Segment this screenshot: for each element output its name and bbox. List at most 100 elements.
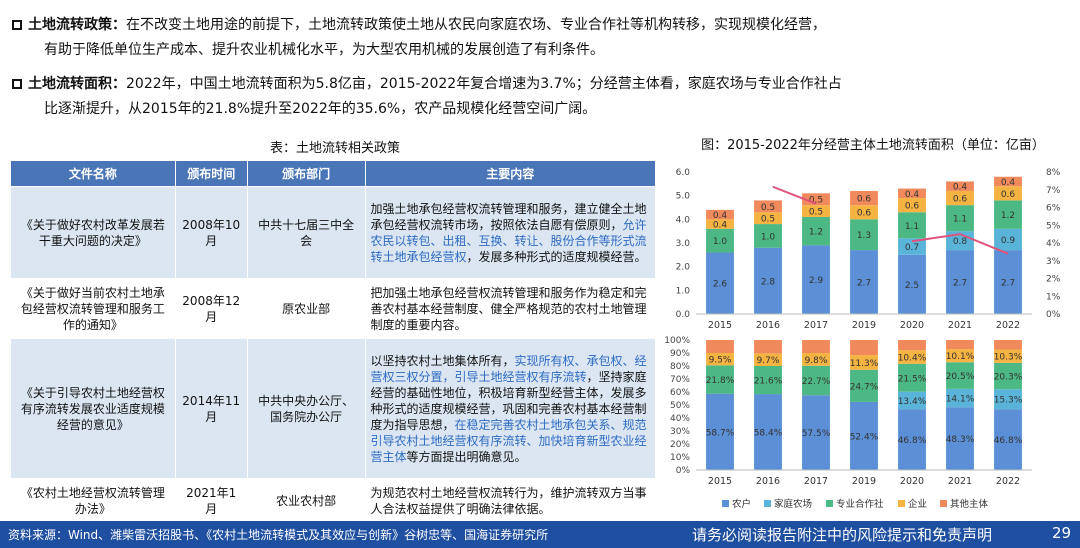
bar-segment xyxy=(802,193,830,206)
x-tick-label: 2019 xyxy=(852,320,876,331)
y2-tick-label: 8% xyxy=(1046,168,1061,178)
y2-tick-label: 5% xyxy=(1046,221,1061,231)
y-tick-label: 20% xyxy=(670,440,690,450)
policy-table: 文件名称 颁布时间 颁布部门 主要内容 《关于做好农村改革发展若干重大问题的决定… xyxy=(10,160,656,523)
data-label: 0.5 xyxy=(809,208,823,218)
bar-segment xyxy=(850,250,878,314)
bar-segment xyxy=(754,212,782,225)
data-label: 10.1% xyxy=(946,352,975,362)
table-row: 《关于做好农村改革发展若干重大问题的决定》 2008年10月 中共十七届三中全会… xyxy=(10,186,656,279)
content-highlight: 允许农民以转包、出租、互换、转让、股份合作等形式流转土地承包经营权 xyxy=(370,217,647,264)
data-label: 2.7 xyxy=(857,279,871,289)
cell-content: 把加强土地承包经营权流转管理和服务作为稳定和完善农村基本经营制度、健全严格规范的… xyxy=(364,278,656,339)
cell-date: 2008年12月 xyxy=(174,278,248,339)
bar-segment xyxy=(754,340,782,354)
cell-dept: 中共十七届三中全会 xyxy=(246,186,366,279)
data-label: 2.7 xyxy=(953,279,967,289)
bar-segment xyxy=(898,188,926,199)
legend-swatch xyxy=(940,500,947,507)
cell-date: 2014年11月 xyxy=(174,338,248,479)
growth-line xyxy=(911,233,1009,255)
cell-content: 以坚持农村土地集体所有，实现所有权、承包权、经营权三权分置，引导土地经营权有序流… xyxy=(364,338,656,479)
data-label: 1.2 xyxy=(809,228,823,238)
bar-segment xyxy=(850,401,878,470)
x-tick-label: 2019 xyxy=(852,476,876,487)
content-highlight: 实现所有权、承包权、经营权三权分置，引导土地经营权有序流转 xyxy=(370,353,647,384)
y-tick-label: 6.0 xyxy=(676,168,691,178)
bullet-text: 在不改变土地用途的前提下，土地流转政策使土地从农民向家庭农场、专业合作社等机构转… xyxy=(126,17,826,33)
bar-segment xyxy=(994,228,1022,251)
y2-tick-label: 3% xyxy=(1046,257,1061,267)
y-tick-label: 40% xyxy=(670,414,690,424)
data-label: 10.3% xyxy=(994,353,1023,363)
data-label: 0.6 xyxy=(1001,190,1016,200)
data-label: 0.6 xyxy=(857,195,872,205)
bar-segment xyxy=(802,216,830,246)
data-label: 0.5 xyxy=(761,203,775,213)
legend-swatch xyxy=(722,500,729,507)
bar-segment xyxy=(754,353,782,366)
y2-tick-label: 0% xyxy=(1046,310,1061,320)
growth-line xyxy=(772,185,817,205)
bar-segment xyxy=(706,219,734,229)
table-row: 《农村土地经营权流转管理办法》 2021年1月 农业农村部 为规范农村土地经营权… xyxy=(10,478,656,523)
bar-segment xyxy=(802,353,830,366)
bar-segment xyxy=(706,228,734,253)
y-tick-label: 10% xyxy=(670,453,690,463)
data-label: 13.4% xyxy=(898,397,927,407)
bar-segment xyxy=(946,407,974,470)
data-label: 15.3% xyxy=(994,396,1023,406)
bar-segment xyxy=(994,362,1022,390)
y2-tick-label: 1% xyxy=(1046,292,1061,302)
data-label: 0.6 xyxy=(953,195,968,205)
content-text: 加强土地承包经营权流转管理和服务，建立健全土地承包经营权流转市场，按照依法自愿有… xyxy=(370,201,647,232)
x-tick-label: 2021 xyxy=(948,320,972,331)
y2-tick-label: 6% xyxy=(1046,204,1061,214)
content-text: ，坚持家庭经营的基础性地位，积极培育新型经营主体，发展多种形式的适度规模经营，巩… xyxy=(370,369,647,432)
cell-date: 2008年10月 xyxy=(174,186,248,279)
bar-segment xyxy=(898,212,926,239)
bar-segment xyxy=(946,340,974,350)
data-label: 22.7% xyxy=(802,377,831,387)
data-label: 9.7% xyxy=(757,356,780,366)
bar-segment xyxy=(946,250,974,314)
cell-dept: 农业农村部 xyxy=(246,478,366,523)
cell-content: 为规范农村土地经营权流转行为，维护流转双方当事人合法权益提供了明确法律依据。 xyxy=(364,478,656,523)
data-label: 2.8 xyxy=(761,277,776,287)
bar-segment xyxy=(754,247,782,314)
content-text: 以坚持农村土地集体所有， xyxy=(370,353,515,368)
data-label: 9.8% xyxy=(805,356,828,366)
data-label: 11.3% xyxy=(850,359,879,369)
legend-label: 专业合作社 xyxy=(836,498,884,510)
header-dept: 颁布部门 xyxy=(246,160,366,187)
bar-segment xyxy=(898,391,926,410)
cell-name: 《关于做好农村改革发展若干重大问题的决定》 xyxy=(10,186,176,279)
bullet-text-cont: 比逐渐提升，从2015年的21.8%提升至2022年的35.6%，农产品规模化经… xyxy=(44,101,597,117)
bar-segment xyxy=(706,252,734,314)
data-label: 0.4 xyxy=(713,221,728,231)
bar-segment xyxy=(706,209,734,220)
bar-segment xyxy=(994,200,1022,229)
x-tick-label: 2021 xyxy=(948,476,972,487)
bar-segment xyxy=(706,353,734,366)
content-text: ，发展多种形式的适度规模经营。 xyxy=(466,249,647,264)
chart-caption: 图：2015-2022年分经营主体土地流转面积（单位：亿亩） xyxy=(701,138,1045,153)
y-tick-label: 0.0 xyxy=(676,310,691,320)
bar-segment xyxy=(898,350,926,364)
bar-segment xyxy=(850,355,878,370)
legend-label: 企业 xyxy=(908,498,927,510)
bar-segment xyxy=(850,369,878,402)
data-label: 2.6 xyxy=(713,280,728,290)
data-label: 0.4 xyxy=(713,211,728,221)
bar-segment xyxy=(994,340,1022,350)
data-label: 2.5 xyxy=(905,281,919,291)
footer-disclaimer: 请务必阅读报告附注中的风险提示和免责声明 xyxy=(692,526,993,544)
bar-segment xyxy=(946,181,974,191)
data-label: 0.6 xyxy=(905,202,920,212)
y2-tick-label: 2% xyxy=(1046,275,1061,285)
data-label: 0.6 xyxy=(857,209,872,219)
bar-segment xyxy=(994,409,1022,470)
data-label: 1.0 xyxy=(713,237,728,247)
x-tick-label: 2020 xyxy=(900,320,924,331)
bar-segment xyxy=(898,254,926,314)
